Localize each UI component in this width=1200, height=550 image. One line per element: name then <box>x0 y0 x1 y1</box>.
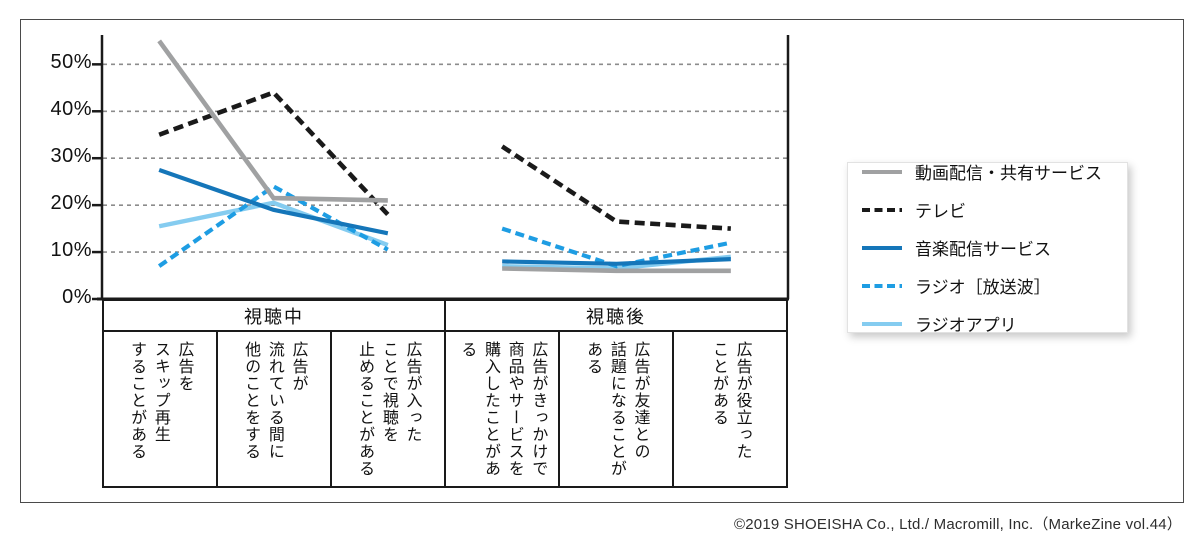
category-label-ad-was-useful: 広告が役立った ことがある <box>672 332 786 486</box>
category-label-do-other-things: 広告が 流れている間に 他のことをする <box>216 332 330 486</box>
black-dashed-line-icon <box>862 207 902 212</box>
y-axis-tick-label: 10% <box>50 239 92 262</box>
group-header-row: 視聴中 視聴後 <box>102 299 788 332</box>
lightblue-solid-line-icon <box>862 321 902 326</box>
blue-solid-line-icon <box>862 245 902 250</box>
legend-item-tv: テレビ <box>861 197 1119 222</box>
category-label-purchased-product: 広告がきっかけで 商品やサービスを 購入したことがある <box>444 332 558 486</box>
legend: 動画配信・共有サービス テレビ 音楽配信サービス ラジオ［放送波］ ラジオアプリ <box>847 159 1128 336</box>
y-axis-tick-label: 30% <box>50 145 92 168</box>
category-label-text: 広告が友達との 話題になることが ある <box>584 341 649 477</box>
y-axis-tick-label: 50% <box>50 51 92 74</box>
legend-label: 動画配信・共有サービス <box>915 164 1102 183</box>
category-label-text: 広告が入った ことで視聴を 止めることがある <box>356 341 421 477</box>
y-axis-tick-label: 40% <box>50 98 92 121</box>
legend-label: ラジオアプリ <box>915 316 1017 335</box>
legend-label: ラジオ［放送波］ <box>915 278 1051 297</box>
category-label-text: 広告を スキップ再生 することがある <box>128 341 193 460</box>
copyright-credit: ©2019 SHOEISHA Co., Ltd./ Macromill, Inc… <box>733 516 1182 533</box>
category-label-text: 広告が 流れている間に 他のことをする <box>242 341 307 460</box>
legend-item-video-streaming: 動画配信・共有サービス <box>861 159 1119 184</box>
group-header-while-viewing: 視聴中 <box>244 306 304 327</box>
gray-solid-line-icon <box>862 169 902 174</box>
group-header-after-viewing: 視聴後 <box>444 301 786 330</box>
legend-item-radio-app: ラジオアプリ <box>861 311 1119 336</box>
legend-label: 音楽配信サービス <box>915 240 1051 259</box>
legend-label: テレビ <box>915 202 966 221</box>
category-label-topic-with-friends: 広告が友達との 話題になることが ある <box>558 332 672 486</box>
blue-dashed-line-icon <box>862 283 902 288</box>
category-label-text: 広告がきっかけで 商品やサービスを 購入したことがある <box>458 341 547 477</box>
y-axis-tick-label: 0% <box>62 286 92 308</box>
category-label-text: 広告が役立った ことがある <box>710 341 751 460</box>
category-label-skip-playback: 広告を スキップ再生 することがある <box>104 332 216 486</box>
y-axis-tick-label: 20% <box>50 192 92 215</box>
outer-frame <box>20 19 1184 503</box>
legend-item-radio-broadcast: ラジオ［放送波］ <box>861 273 1119 298</box>
category-label-stop-viewing: 広告が入った ことで視聴を 止めることがある <box>330 332 444 486</box>
category-label-row: 広告を スキップ再生 することがある 広告が 流れている間に 他のことをする 広… <box>102 332 788 488</box>
legend-item-music-streaming: 音楽配信サービス <box>861 235 1119 260</box>
category-table: 視聴中 視聴後 広告を スキップ再生 することがある 広告が 流れている間に 他… <box>102 299 788 488</box>
